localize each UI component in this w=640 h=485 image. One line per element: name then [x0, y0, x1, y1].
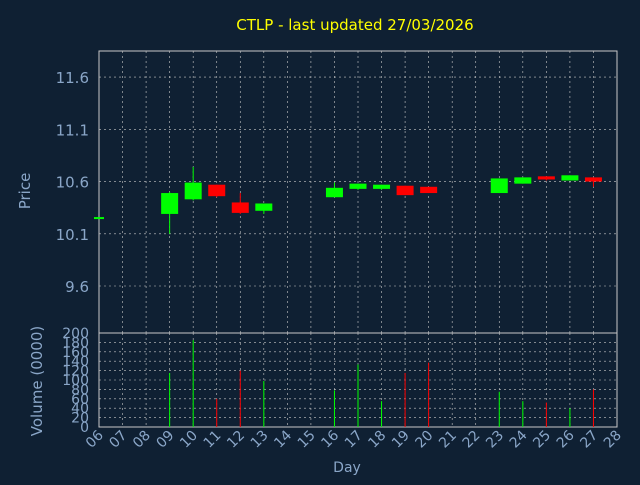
x-axis: 06 07 08 09 10 11 12 13 14 15 16 17 18 19 20 21 22 23 24 25…	[83, 427, 625, 451]
volume-tick-label: 140	[62, 354, 89, 370]
volume-tick-label: 60	[71, 392, 89, 408]
candle-body	[561, 175, 579, 181]
price-tick-label: 10.1	[56, 226, 89, 244]
price-tick-label: 11.6	[56, 69, 89, 87]
volume-tick-label: 100	[62, 373, 89, 389]
candle-body	[349, 183, 367, 189]
candle-body	[396, 185, 414, 196]
volume-tick-label: 200	[62, 326, 89, 342]
volume-tick-label: 20	[71, 411, 89, 427]
candle-body	[537, 176, 555, 180]
volume-tick-label: 0	[80, 420, 89, 436]
candle-body	[490, 178, 508, 194]
candle-body	[184, 182, 202, 200]
volume-axis-label: Volume (0000)	[28, 326, 46, 436]
volume-tick-label: 80	[71, 382, 89, 398]
volume-tick-label: 120	[62, 364, 89, 380]
candle-body	[161, 193, 179, 214]
volume-tick-label: 160	[62, 345, 89, 361]
candle-body	[255, 203, 273, 211]
price-tick-label: 11.1	[56, 121, 89, 139]
candle-body	[208, 184, 226, 197]
candle-body	[94, 217, 104, 220]
price-axis-label: Price	[16, 173, 34, 210]
price-tick-label: 10.6	[56, 174, 89, 192]
candle-body	[514, 177, 532, 184]
price-panel: 9.6 10.1 10.6 11.1 11.6	[56, 50, 618, 334]
candle-body	[373, 184, 391, 189]
candle-body	[584, 177, 602, 182]
chart-title: CTLP - last updated 27/03/2026	[236, 16, 473, 34]
price-tick-label: 9.6	[65, 278, 89, 296]
candle-body	[325, 187, 343, 198]
volume-tick-label: 40	[71, 401, 89, 417]
volume-tick-label: 180	[62, 335, 89, 351]
candle-body	[420, 186, 438, 194]
candle-body	[231, 202, 249, 213]
x-axis-label: Day	[333, 460, 361, 476]
